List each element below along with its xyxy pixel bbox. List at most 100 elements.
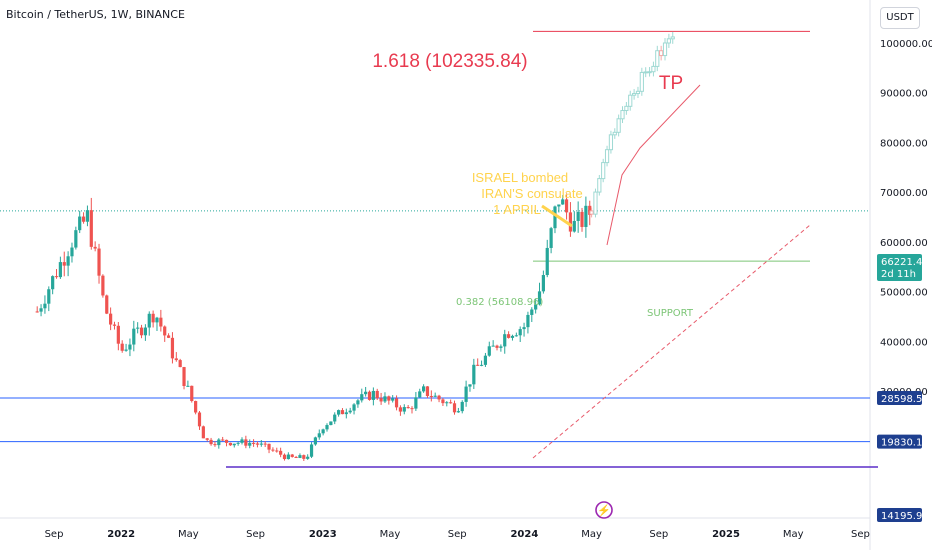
candle-body — [588, 205, 592, 215]
candle-body — [190, 385, 194, 402]
candle-body — [124, 349, 128, 351]
candle-body — [205, 438, 209, 440]
candle-body — [398, 407, 403, 412]
candle-body — [294, 456, 298, 458]
candle-body — [383, 396, 387, 402]
projection-candle — [666, 38, 671, 44]
time-tick-label: Sep — [246, 529, 265, 540]
candle-body — [329, 421, 333, 426]
candle-body — [101, 275, 105, 296]
time-tick-label: May — [178, 529, 199, 540]
projection-candle — [597, 178, 602, 193]
candle-body — [286, 454, 290, 460]
candle-body — [553, 206, 557, 229]
event-icon-glyph: ⚡ — [597, 504, 611, 517]
candle-body — [236, 442, 240, 444]
candle-body — [507, 334, 511, 338]
candle-body — [213, 444, 217, 446]
candle-body — [557, 204, 561, 207]
candle-body — [518, 329, 522, 336]
projection-candle — [604, 149, 610, 164]
projection-candle — [639, 71, 644, 92]
projection-path — [606, 84, 701, 246]
candle-body — [62, 262, 66, 266]
candle-body — [290, 454, 294, 457]
candle-body — [255, 443, 260, 445]
projection-candle — [651, 65, 656, 73]
candle-body — [510, 335, 515, 338]
candle-body — [51, 276, 55, 290]
candle-body — [545, 247, 549, 276]
candle-body — [35, 311, 39, 313]
candle-body — [116, 325, 120, 344]
candle-body — [282, 454, 287, 460]
currency-button[interactable]: USDT — [880, 7, 920, 29]
tp-level-label: 1.618 (102335.84) — [372, 51, 527, 72]
candle-body — [379, 398, 383, 402]
candle-body — [414, 397, 418, 409]
time-tick-label: May — [783, 529, 804, 540]
news-arrow — [541, 204, 573, 228]
price-tick-label: 60000.00 — [880, 238, 928, 249]
event-icon — [595, 501, 613, 519]
candle-body — [178, 360, 182, 368]
candle-body — [564, 199, 569, 213]
countdown-label: 2d 11h — [881, 269, 916, 280]
level-price-badge — [877, 390, 922, 405]
projection-candle — [670, 36, 675, 40]
candle-body — [452, 403, 457, 413]
candle-body — [306, 456, 310, 459]
candle-body — [228, 442, 232, 446]
candle-body — [136, 327, 140, 329]
candle-body — [39, 308, 43, 312]
candle-body — [499, 346, 503, 348]
candle-body — [356, 400, 360, 405]
level-price-value: 28598.56 — [881, 394, 929, 405]
time-tick-label: Sep — [45, 529, 64, 540]
level-price-value: 19830.13 — [881, 438, 929, 449]
candle-body — [259, 443, 263, 445]
candle-body — [487, 346, 491, 356]
candle-body — [93, 246, 97, 249]
candle-body — [476, 364, 480, 366]
candle-body — [425, 386, 430, 397]
candle-body — [112, 324, 117, 326]
candle-body — [429, 396, 433, 398]
projection-candle — [616, 118, 621, 133]
time-tick-label: Sep — [649, 529, 668, 540]
candle-body — [309, 444, 314, 457]
candle-body — [317, 433, 321, 438]
candle-body — [128, 344, 132, 350]
candle-body — [325, 425, 329, 430]
candle-body — [43, 303, 47, 309]
trendline — [532, 224, 811, 459]
candle-body — [97, 248, 101, 276]
candle-body — [580, 211, 584, 227]
candle-body — [541, 275, 545, 292]
candle-body — [568, 212, 573, 232]
last-price-badge — [877, 254, 922, 281]
candle-body — [143, 327, 147, 336]
level-price-badge — [877, 434, 922, 449]
candle-body — [74, 230, 78, 248]
candle-body — [224, 439, 229, 443]
time-tick-label: 2023 — [309, 529, 337, 540]
news-annotation-line: IRAN'S consulate — [481, 186, 582, 201]
candle-body — [267, 443, 271, 450]
candle-body — [445, 402, 449, 404]
projection-candle — [620, 110, 625, 120]
symbol-title[interactable]: Bitcoin / TetherUS, 1W, BINANCE — [6, 8, 185, 21]
candle-body — [460, 401, 464, 412]
candle-body — [464, 386, 468, 402]
projection-candle — [628, 94, 633, 107]
candle-body — [472, 364, 476, 385]
candle-body — [54, 276, 59, 278]
candle-body — [344, 412, 348, 415]
candle-body — [263, 443, 267, 445]
candle-body — [85, 210, 90, 222]
support-tag-bg — [649, 306, 691, 319]
candle-body — [232, 443, 236, 446]
candle-body — [132, 328, 136, 345]
